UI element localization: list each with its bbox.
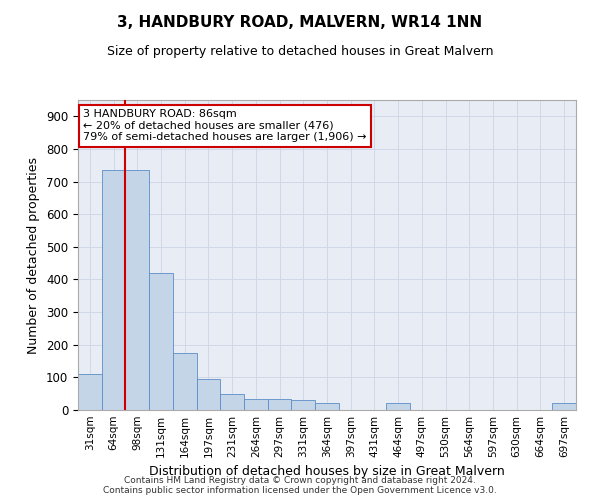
- Text: 3 HANDBURY ROAD: 86sqm
← 20% of detached houses are smaller (476)
79% of semi-de: 3 HANDBURY ROAD: 86sqm ← 20% of detached…: [83, 110, 367, 142]
- Bar: [244, 398, 268, 410]
- Bar: [552, 404, 576, 410]
- Text: Contains HM Land Registry data © Crown copyright and database right 2024.
Contai: Contains HM Land Registry data © Crown c…: [103, 476, 497, 495]
- Bar: [315, 404, 339, 410]
- Bar: [197, 379, 220, 410]
- Bar: [292, 400, 315, 410]
- X-axis label: Distribution of detached houses by size in Great Malvern: Distribution of detached houses by size …: [149, 466, 505, 478]
- Bar: [386, 404, 410, 410]
- Bar: [125, 170, 149, 410]
- Y-axis label: Number of detached properties: Number of detached properties: [28, 156, 40, 354]
- Bar: [102, 170, 125, 410]
- Bar: [173, 353, 197, 410]
- Text: 3, HANDBURY ROAD, MALVERN, WR14 1NN: 3, HANDBURY ROAD, MALVERN, WR14 1NN: [118, 15, 482, 30]
- Bar: [268, 398, 292, 410]
- Text: Size of property relative to detached houses in Great Malvern: Size of property relative to detached ho…: [107, 45, 493, 58]
- Bar: [78, 374, 102, 410]
- Bar: [149, 273, 173, 410]
- Bar: [220, 394, 244, 410]
